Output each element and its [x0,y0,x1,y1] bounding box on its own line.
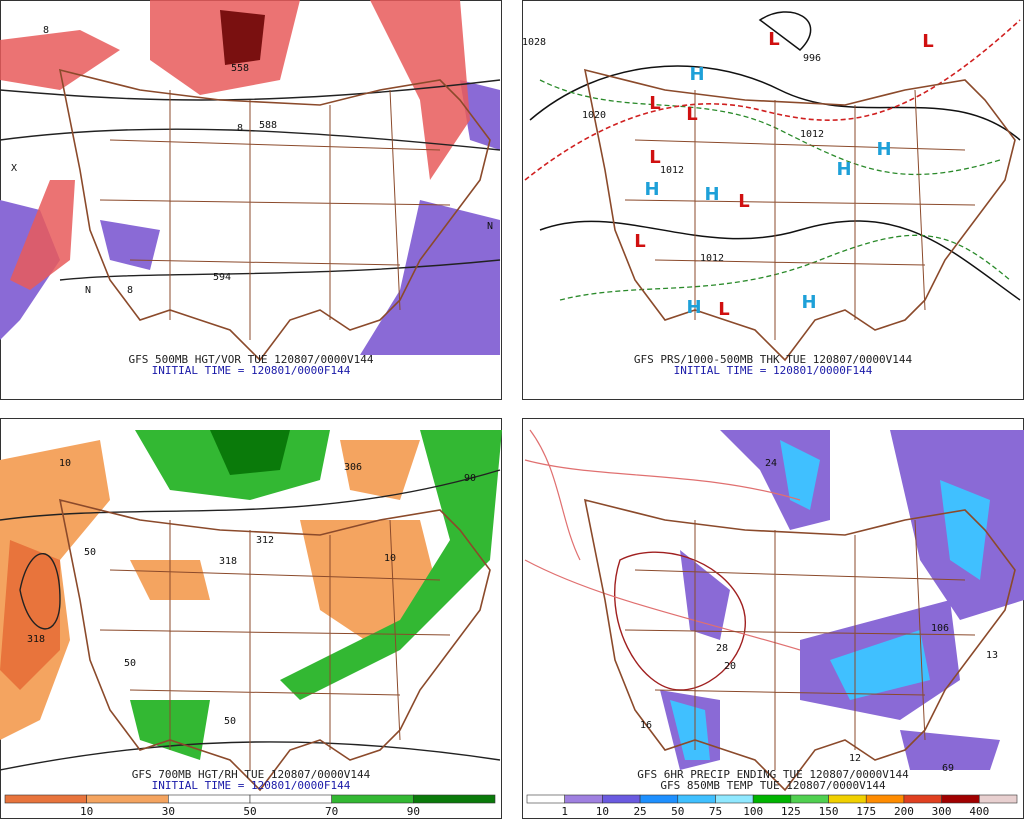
contour-label: 10 [59,458,71,469]
contour-label: 588 [259,120,277,131]
contour-label: 1020 [582,110,606,121]
pressure-center: H [686,297,701,318]
contour-label: 50 [224,716,236,727]
contour-label: 13 [986,650,998,661]
colorbar-swatch [526,794,565,804]
colorbar-swatch [639,794,679,804]
colorbar-label: 400 [969,805,989,818]
contour-label: 28 [716,643,728,654]
pressure-center: L [634,231,645,252]
colorbar-swatch [249,794,332,804]
panel-frame [522,0,1024,400]
colorbar-swatch [941,794,980,804]
contour-label: 306 [344,462,362,473]
contour-label: X [11,163,17,174]
contour-label: 20 [724,661,736,672]
colorbar-label: 200 [894,805,914,818]
colorbar-swatch [790,794,829,804]
caption: INITIAL TIME = 120801/0000F144 [152,364,351,377]
colorbar-swatch [677,794,716,804]
colorbar-swatch [979,794,1018,804]
pressure-center: L [649,147,660,168]
contour-label: 16 [640,720,652,731]
pressure-center: H [801,292,816,313]
pressure-center: H [689,64,704,85]
pressure-center: L [922,31,933,52]
pressure-center: L [768,29,779,50]
pressure-center: H [836,159,851,180]
caption: GFS 500MB HGT/VOR TUE 120807/0000V144 [128,353,373,366]
contour-label: 318 [27,634,45,645]
colorbar-swatch [865,794,905,804]
colorbar-swatch [602,794,641,804]
colorbar-swatch [86,794,169,804]
pressure-center: L [686,104,697,125]
contour-label: 12 [849,753,861,764]
map-precip [524,429,1024,791]
contour-label: N [487,221,493,232]
colorbar-swatch [4,794,87,804]
contour-label: 1012 [800,129,824,140]
colorbar-label: 300 [932,805,952,818]
pressure-center: H [704,184,719,205]
caption: INITIAL TIME = 120801/0000F144 [674,364,873,377]
contour-label: 1012 [660,165,684,176]
colorbar-label: 175 [856,805,876,818]
caption: GFS 700MB HGT/RH TUE 120807/0000V144 [132,768,371,781]
map-500mb [0,0,501,361]
contour-label: 90 [464,473,476,484]
contour-label: 8 [43,25,49,36]
colorbar-swatch [331,794,414,804]
contour-label: 558 [231,63,249,74]
colorbar-swatch [564,794,603,804]
contour-label: 8 [237,123,243,134]
contour-label: 10 [384,553,396,564]
contour-label: 50 [84,547,96,558]
colorbar-swatch [828,794,867,804]
contour-label: 1012 [700,253,724,264]
colorbar-swatch [903,794,942,804]
contour-label: 312 [256,535,274,546]
pressure-center: L [718,299,729,320]
colorbar-swatch [168,794,251,804]
colorbar-label: 90 [407,805,420,818]
colorbar-label: 125 [781,805,801,818]
caption: GFS PRS/1000-500MB THK TUE 120807/0000V1… [634,353,913,366]
contour-label: 8 [127,285,133,296]
contour-label: 996 [803,53,821,64]
pressure-center: L [649,93,660,114]
colorbar-label: 10 [596,805,609,818]
pressure-center: L [738,191,749,212]
colorbar-label: 100 [743,805,763,818]
contour-label: N [85,285,91,296]
contour-label: 24 [765,458,777,469]
contour-label: 1028 [522,37,546,48]
colorbar-label: 70 [325,805,338,818]
pressure-center: H [644,179,659,200]
colorbar-label: 150 [819,805,839,818]
contour-label: 318 [219,556,237,567]
colorbar-label: 25 [633,805,646,818]
colorbar-label: 50 [243,805,256,818]
contour-label: 50 [124,658,136,669]
caption: GFS 6HR PRECIP ENDING TUE 120807/0000V14… [637,768,909,781]
colorbar-label: 75 [709,805,722,818]
map-prs [524,11,1021,361]
contour-label: 106 [931,623,949,634]
colorbar-label: 10 [80,805,93,818]
pressure-center: H [876,139,891,160]
colorbar-swatch [752,794,792,804]
caption: INITIAL TIME = 120801/0000F144 [152,779,351,792]
colorbar-label: 50 [671,805,684,818]
caption: GFS 850MB TEMP TUE 120807/0000V144 [660,779,886,792]
colorbar-swatch [413,794,496,804]
contour-label: 69 [942,763,954,774]
map-700mb [0,430,502,791]
colorbar-swatch [715,794,754,804]
colorbar-label: 30 [162,805,175,818]
contour-label: 594 [213,272,231,283]
colorbar-label: 1 [561,805,568,818]
